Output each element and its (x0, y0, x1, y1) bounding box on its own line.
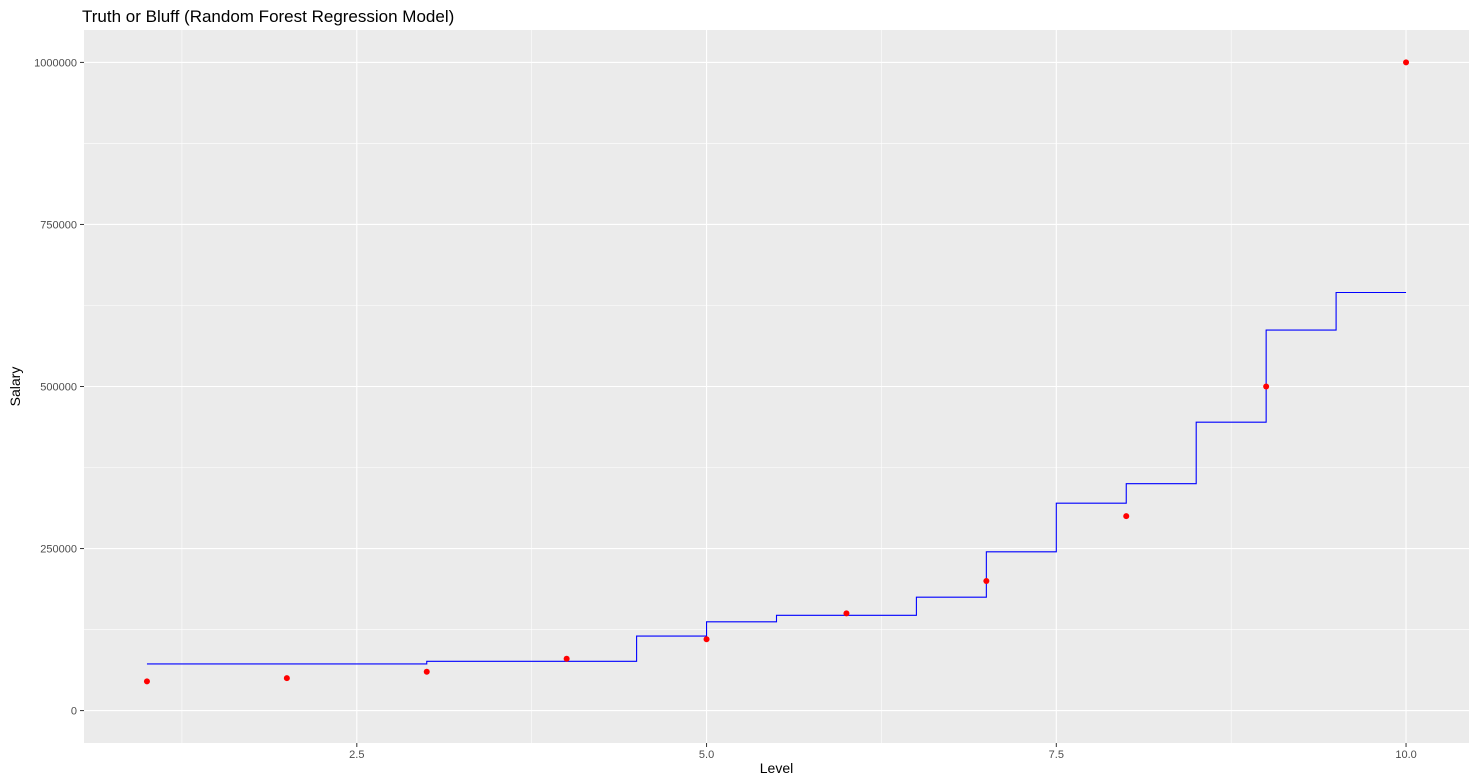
y-axis: 0 250000 500000 750000 1000000 (34, 57, 84, 718)
y-axis-title: Salary (7, 367, 23, 407)
grid-minor (84, 30, 1469, 743)
x-tick-label: 2.5 (349, 749, 364, 761)
chart-title: Truth or Bluff (Random Forest Regression… (82, 7, 454, 26)
x-axis-title: Level (760, 760, 793, 776)
data-point (1403, 59, 1410, 66)
x-axis: 2.5 5.0 7.5 10.0 (349, 743, 1417, 761)
y-tick-label: 750000 (40, 219, 77, 231)
series-line (146, 291, 1407, 665)
data-point (983, 577, 990, 584)
x-tick-label: 5.0 (699, 749, 714, 761)
data-point (423, 668, 430, 675)
data-point (563, 655, 570, 662)
y-tick-label: 250000 (40, 544, 77, 556)
x-tick-label: 10.0 (1395, 749, 1416, 761)
y-tick-label: 0 (71, 706, 77, 718)
data-point (1123, 513, 1130, 520)
x-tick-label: 7.5 (1049, 749, 1064, 761)
data-point (843, 610, 850, 617)
grid-major (84, 30, 1469, 743)
data-point (143, 678, 150, 685)
y-tick-label: 1000000 (34, 57, 77, 69)
y-tick-label: 500000 (40, 382, 77, 394)
data-point (283, 675, 290, 682)
data-point (703, 636, 710, 643)
series-layer (143, 59, 1410, 685)
data-point (1263, 383, 1270, 390)
